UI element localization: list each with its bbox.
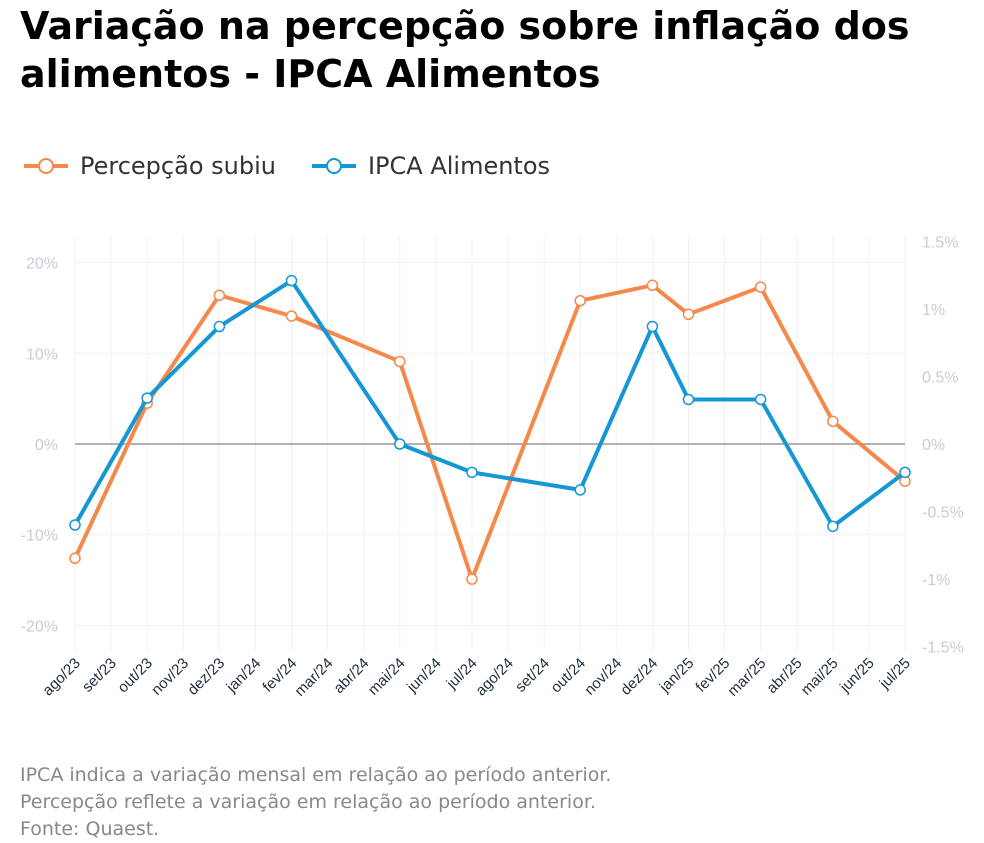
data-point: [754, 281, 767, 293]
footnotes: IPCA indica a variação mensal em relação…: [20, 762, 611, 843]
x-tick-label: nov/24: [581, 655, 625, 699]
legend-line-marker-icon: [24, 158, 68, 174]
x-tick-label: jun/25: [836, 655, 878, 697]
y-right-tick-label: 0.5%: [922, 370, 958, 387]
x-tick-label: abr/24: [330, 655, 372, 697]
y-left-tick-label: -20%: [21, 618, 58, 635]
data-point: [394, 355, 406, 368]
note-source: Fonte: Quaest.: [20, 818, 160, 840]
data-point: [466, 573, 478, 585]
x-tick-label: set/23: [79, 655, 120, 696]
x-tick-label: out/24: [548, 655, 590, 697]
x-tick-label: dez/23: [184, 655, 228, 699]
data-point: [466, 466, 478, 479]
x-tick-label: jun/24: [403, 655, 445, 697]
legend-label: IPCA Alimentos: [367, 152, 551, 180]
data-point: [69, 552, 81, 565]
data-point: [899, 466, 911, 479]
y-left-tick-label: -10%: [21, 528, 58, 545]
x-tick-label: jul/25: [876, 655, 914, 693]
data-point: [646, 320, 659, 333]
data-point: [141, 392, 153, 404]
legend-item-ipca[interactable]: IPCA Alimentos: [310, 152, 550, 180]
data-point: [682, 393, 695, 406]
data-point: [394, 438, 406, 450]
y-left-tick-label: 0%: [35, 437, 58, 454]
series-line-percepcao: [73, 283, 907, 582]
data-point: [285, 310, 298, 322]
y-left-tick-label: 20%: [26, 256, 58, 273]
y-right-tick-label: -1%: [922, 572, 950, 589]
data-point: [69, 519, 81, 531]
y-right-tick-label: -0.5%: [922, 505, 964, 522]
legend-label: Percepção subiu: [80, 152, 276, 180]
x-tick-label: jan/25: [656, 655, 698, 697]
data-point: [827, 520, 839, 533]
data-point: [574, 294, 586, 307]
y-right-tick-label: 1%: [922, 302, 945, 319]
x-tick-label: out/23: [114, 655, 156, 697]
series-line-ipca: [73, 278, 907, 529]
x-tick-label: abr/25: [763, 655, 805, 697]
x-tick-label: ago/24: [472, 655, 516, 699]
x-tick-label: mai/24: [365, 655, 409, 699]
legend-item-percepcao[interactable]: Percepção subiu: [22, 152, 276, 180]
data-point: [682, 308, 695, 321]
data-point: [574, 484, 586, 496]
data-point: [646, 279, 659, 292]
chart-title: Variação na percepção sobre inflação dos…: [20, 4, 910, 96]
legend: Percepção subiu IPCA Alimentos: [22, 152, 584, 180]
note-ipca: IPCA indica a variação mensal em relação…: [20, 764, 612, 786]
y-left-tick-label: 10%: [26, 346, 58, 363]
x-tick-label: mar/25: [724, 655, 769, 700]
y-right-tick-label: 1.5%: [922, 235, 958, 252]
x-tick-label: ago/23: [39, 655, 83, 699]
data-point: [213, 289, 226, 302]
data-point: [285, 274, 298, 287]
y-right-tick-label: -1.5%: [922, 640, 964, 657]
data-point: [754, 393, 767, 406]
x-tick-label: set/24: [512, 655, 553, 696]
data-point: [213, 320, 226, 333]
x-tick-label: dez/24: [617, 655, 661, 699]
note-percepcao: Percepção reflete a variação em relação …: [20, 791, 596, 813]
line-chart: 20% 10% 0% -10% -20% 1.5% 1% 0.5% 0% -0.5% -1% -1.5…: [21, 235, 964, 700]
legend-line-marker-icon: [311, 158, 356, 174]
data-point: [827, 415, 839, 428]
x-tick-label: mar/24: [291, 655, 336, 700]
x-tick-label: jan/24: [223, 655, 265, 697]
x-tick-label: nov/23: [148, 655, 192, 699]
y-right-tick-label: 0%: [922, 437, 945, 454]
x-tick-label: mai/25: [798, 655, 842, 699]
